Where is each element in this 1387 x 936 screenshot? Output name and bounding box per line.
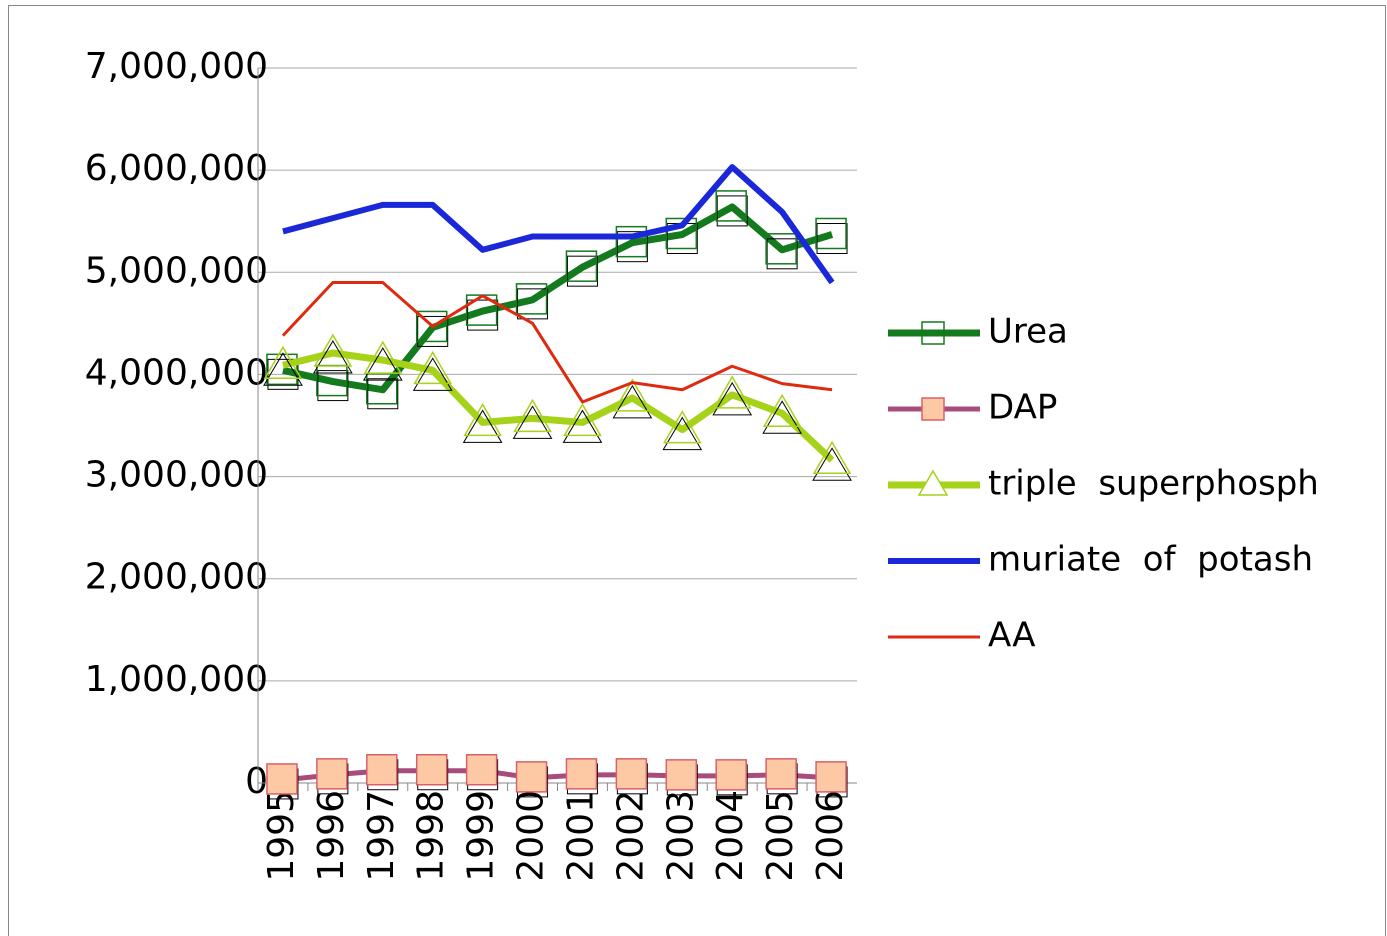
marker	[715, 759, 747, 791]
marker	[515, 283, 548, 315]
legend-label: AA	[988, 616, 1035, 656]
legend-marker	[921, 321, 945, 345]
marker	[815, 761, 847, 793]
marker	[615, 758, 648, 790]
x-tick-label: 1995	[261, 790, 302, 882]
y-tick-label: 0	[245, 761, 268, 802]
marker	[715, 190, 747, 222]
marker	[665, 217, 698, 250]
marker-shadow	[362, 347, 403, 381]
marker	[613, 378, 652, 412]
series-line	[282, 164, 835, 285]
legend-label: DAP	[988, 388, 1057, 428]
marker	[662, 410, 702, 444]
marker-shadow	[512, 405, 553, 439]
y-tick-label: 7,000,000	[85, 46, 268, 87]
marker	[363, 340, 403, 374]
series-line	[282, 349, 835, 463]
marker	[463, 402, 502, 437]
marker	[765, 233, 797, 265]
marker-shadow	[467, 299, 499, 331]
x-tick-label: 1997	[361, 790, 402, 882]
legend-marker	[921, 397, 945, 421]
marker-shadow	[812, 447, 852, 481]
marker	[815, 217, 847, 250]
marker-shadow	[263, 352, 303, 386]
x-tick-label: 1998	[411, 790, 452, 882]
marker	[762, 393, 802, 427]
chart-frame	[8, 5, 1386, 936]
marker-shadow	[762, 400, 803, 434]
marker	[413, 350, 453, 385]
marker-shadow	[716, 195, 748, 227]
marker-shadow	[766, 238, 798, 270]
x-tick-label: 2002	[610, 790, 651, 882]
marker-shadow	[566, 255, 598, 287]
y-tick-label: 6,000,000	[85, 148, 268, 189]
marker-shadow	[612, 384, 653, 419]
x-tick-label: 2000	[511, 790, 552, 882]
marker-shadow	[462, 409, 503, 443]
marker	[266, 763, 298, 795]
marker	[465, 753, 498, 786]
series-line	[282, 768, 833, 783]
marker	[415, 310, 448, 343]
marker	[565, 250, 598, 282]
legend-marker	[917, 469, 949, 496]
marker-shadow	[417, 315, 449, 347]
y-tick-label: 2,000,000	[85, 557, 268, 598]
marker	[712, 375, 752, 409]
marker-shadow	[312, 339, 353, 374]
marker	[812, 440, 852, 474]
marker	[665, 759, 698, 791]
marker-shadow	[662, 416, 703, 451]
marker	[513, 398, 552, 433]
x-tick-label: 2004	[710, 790, 751, 882]
marker-shadow	[317, 370, 349, 402]
x-tick-label: 2005	[760, 790, 801, 882]
series-line	[282, 203, 834, 394]
x-tick-label: 2003	[660, 790, 701, 882]
y-tick-label: 3,000,000	[85, 455, 268, 496]
legend-label: triple superphosph	[988, 464, 1319, 504]
legend-label: Urea	[988, 312, 1068, 352]
marker-shadow	[367, 378, 399, 410]
series-line	[281, 281, 833, 404]
x-tick-label: 2001	[560, 790, 601, 882]
marker-shadow	[517, 288, 549, 320]
marker	[313, 333, 353, 367]
x-tick-label: 2006	[810, 790, 851, 882]
marker-shadow	[412, 357, 453, 391]
marker	[563, 402, 602, 437]
marker-shadow	[562, 409, 603, 443]
y-tick-label: 1,000,000	[85, 659, 268, 700]
x-tick-label: 1999	[461, 790, 502, 882]
x-tick-label: 1996	[311, 790, 352, 882]
marker	[366, 753, 398, 786]
marker	[415, 753, 448, 786]
marker-shadow	[712, 381, 753, 416]
marker	[515, 761, 548, 793]
marker	[316, 758, 348, 790]
marker-shadow	[616, 231, 648, 263]
y-tick-label: 5,000,000	[85, 250, 268, 291]
marker	[615, 225, 648, 258]
marker	[565, 758, 598, 790]
legend-label: muriate of potash	[988, 540, 1313, 580]
marker-shadow	[816, 222, 848, 254]
marker	[765, 758, 797, 790]
y-tick-label: 4,000,000	[85, 352, 268, 393]
marker	[263, 345, 303, 379]
